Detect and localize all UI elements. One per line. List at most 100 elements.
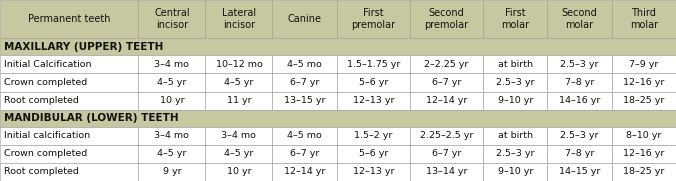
Bar [206, 0, 272, 38]
Bar [410, 92, 483, 110]
Bar [337, 55, 410, 73]
Bar [410, 163, 483, 181]
Text: 4–5 yr: 4–5 yr [224, 78, 254, 87]
Bar [612, 92, 676, 110]
Text: Third
molar: Third molar [630, 8, 658, 30]
Text: 2.5–3 yr: 2.5–3 yr [560, 131, 599, 140]
Bar [612, 163, 676, 181]
Text: MAXILLARY (UPPER) TEETH: MAXILLARY (UPPER) TEETH [4, 42, 164, 52]
Bar [0, 110, 676, 127]
Text: Crown completed: Crown completed [4, 149, 87, 158]
Bar [548, 163, 612, 181]
Bar [0, 92, 139, 110]
Text: 8–10 yr: 8–10 yr [626, 131, 662, 140]
Bar [548, 73, 612, 92]
Bar [337, 92, 410, 110]
Bar [139, 55, 206, 73]
Bar [612, 127, 676, 145]
Text: First
molar: First molar [501, 8, 529, 30]
Bar [612, 145, 676, 163]
Text: 4–5 yr: 4–5 yr [158, 149, 187, 158]
Text: 14–15 yr: 14–15 yr [559, 167, 600, 176]
Bar [272, 55, 337, 73]
Bar [548, 0, 612, 38]
Text: 7–9 yr: 7–9 yr [629, 60, 658, 69]
Bar [337, 163, 410, 181]
Bar [337, 73, 410, 92]
Text: 12–13 yr: 12–13 yr [352, 167, 394, 176]
Bar [548, 55, 612, 73]
Text: Root completed: Root completed [4, 167, 79, 176]
Bar [483, 145, 548, 163]
Text: Root completed: Root completed [4, 96, 79, 105]
Text: 10 yr: 10 yr [226, 167, 251, 176]
Text: 12–16 yr: 12–16 yr [623, 149, 665, 158]
Bar [548, 92, 612, 110]
Bar [0, 73, 139, 92]
Bar [139, 0, 206, 38]
Bar [272, 73, 337, 92]
Text: MANDIBULAR (LOWER) TEETH: MANDIBULAR (LOWER) TEETH [4, 113, 178, 123]
Bar [548, 127, 612, 145]
Text: 1.5–2 yr: 1.5–2 yr [354, 131, 393, 140]
Bar [272, 127, 337, 145]
Bar [0, 55, 139, 73]
Bar [410, 145, 483, 163]
Text: 12–16 yr: 12–16 yr [623, 78, 665, 87]
Bar [337, 145, 410, 163]
Bar [139, 73, 206, 92]
Text: 5–6 yr: 5–6 yr [358, 149, 388, 158]
Text: Canine: Canine [287, 14, 322, 24]
Bar [139, 163, 206, 181]
Bar [612, 0, 676, 38]
Text: 6–7 yr: 6–7 yr [432, 78, 461, 87]
Text: Central
incisor: Central incisor [154, 8, 190, 30]
Bar [139, 145, 206, 163]
Text: 13–14 yr: 13–14 yr [426, 167, 467, 176]
Text: at birth: at birth [498, 60, 533, 69]
Text: First
premolar: First premolar [352, 8, 395, 30]
Bar [206, 163, 272, 181]
Text: at birth: at birth [498, 131, 533, 140]
Text: 2.5–3 yr: 2.5–3 yr [560, 60, 599, 69]
Text: 7–8 yr: 7–8 yr [565, 78, 594, 87]
Bar [0, 163, 139, 181]
Bar [272, 92, 337, 110]
Bar [337, 127, 410, 145]
Bar [0, 145, 139, 163]
Text: Initial calcification: Initial calcification [4, 131, 90, 140]
Bar [483, 55, 548, 73]
Bar [206, 127, 272, 145]
Text: 11 yr: 11 yr [226, 96, 251, 105]
Text: Second
molar: Second molar [562, 8, 598, 30]
Bar [0, 0, 139, 38]
Text: 6–7 yr: 6–7 yr [432, 149, 461, 158]
Text: 7–8 yr: 7–8 yr [565, 149, 594, 158]
Text: 12–14 yr: 12–14 yr [426, 96, 467, 105]
Text: 2.5–3 yr: 2.5–3 yr [496, 149, 535, 158]
Text: 9 yr: 9 yr [163, 167, 181, 176]
Text: 5–6 yr: 5–6 yr [358, 78, 388, 87]
Bar [206, 92, 272, 110]
Text: 4–5 mo: 4–5 mo [287, 60, 322, 69]
Bar [139, 127, 206, 145]
Text: 4–5 yr: 4–5 yr [224, 149, 254, 158]
Bar [139, 92, 206, 110]
Text: 9–10 yr: 9–10 yr [498, 167, 533, 176]
Bar [272, 0, 337, 38]
Text: 1.5–1.75 yr: 1.5–1.75 yr [347, 60, 400, 69]
Text: 3–4 mo: 3–4 mo [154, 131, 189, 140]
Text: 14–16 yr: 14–16 yr [559, 96, 600, 105]
Bar [206, 55, 272, 73]
Bar [410, 127, 483, 145]
Text: 4–5 mo: 4–5 mo [287, 131, 322, 140]
Text: Permanent teeth: Permanent teeth [28, 14, 110, 24]
Bar [0, 127, 139, 145]
Text: 12–14 yr: 12–14 yr [284, 167, 325, 176]
Text: 6–7 yr: 6–7 yr [290, 78, 319, 87]
Bar [206, 73, 272, 92]
Text: 12–13 yr: 12–13 yr [352, 96, 394, 105]
Text: Initial Calcification: Initial Calcification [4, 60, 91, 69]
Bar [0, 38, 676, 55]
Bar [483, 92, 548, 110]
